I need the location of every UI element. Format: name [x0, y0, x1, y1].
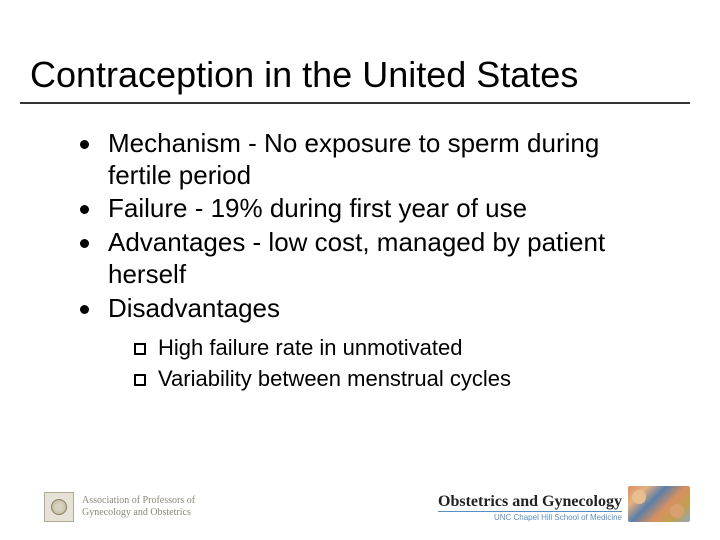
title-rule — [20, 102, 690, 104]
footer-right-main: Obstetrics and Gynecology — [438, 493, 622, 511]
footer-left-logo: Association of Professors of Gynecology … — [44, 492, 195, 522]
people-photo-icon — [628, 486, 690, 522]
footer-right-logo: Obstetrics and Gynecology UNC Chapel Hil… — [438, 486, 690, 522]
footer-right-sub: UNC Chapel Hill School of Medicine — [438, 511, 622, 522]
main-bullet-list: Mechanism - No exposure to sperm during … — [80, 128, 670, 324]
sub-bullet-list: High failure rate in unmotivated Variabi… — [134, 334, 690, 393]
page-title: Contraception in the United States — [30, 54, 690, 96]
list-item: Failure - 19% during first year of use — [80, 193, 670, 225]
footer-left-text: Association of Professors of Gynecology … — [82, 495, 195, 519]
footer-right-text: Obstetrics and Gynecology UNC Chapel Hil… — [438, 493, 622, 522]
footer: Association of Professors of Gynecology … — [44, 474, 690, 522]
list-item: Advantages - low cost, managed by patien… — [80, 227, 670, 290]
footer-left-line2: Gynecology and Obstetrics — [82, 507, 195, 519]
footer-left-line1: Association of Professors of — [82, 495, 195, 507]
list-item: Mechanism - No exposure to sperm during … — [80, 128, 670, 191]
list-item: Variability between menstrual cycles — [134, 365, 690, 394]
slide: Contraception in the United States Mecha… — [0, 0, 720, 540]
association-seal-icon — [44, 492, 74, 522]
list-item: Disadvantages — [80, 293, 670, 325]
list-item: High failure rate in unmotivated — [134, 334, 690, 363]
